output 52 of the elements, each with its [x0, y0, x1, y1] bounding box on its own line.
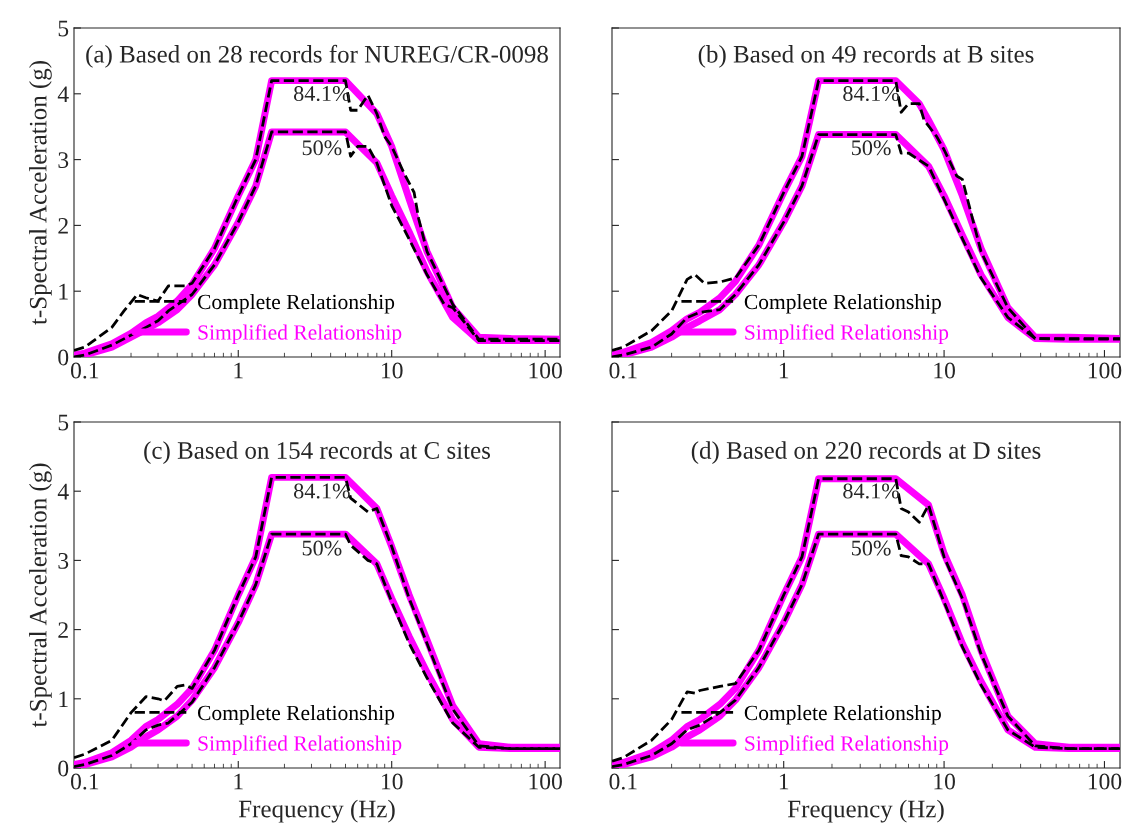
- annotation: 50%: [302, 140, 342, 156]
- y-axis-title: t-Spectral Acceleration (g): [29, 463, 52, 728]
- x-tick-label: 100: [1088, 362, 1122, 379]
- y-tick-label: 0: [58, 349, 69, 366]
- x-tick-label: 1: [779, 773, 789, 790]
- x-tick-label: 10: [934, 362, 955, 379]
- y-axis-title: t-Spectral Acceleration (g): [29, 61, 52, 325]
- y-tick-label: 2: [58, 217, 68, 234]
- x-tick-label: 1: [779, 362, 789, 379]
- x-tick-label: 10: [381, 362, 403, 379]
- legend-label: Complete Relationship: [197, 294, 395, 314]
- legend-label: Complete Relationship: [197, 705, 395, 725]
- y-tick-label: 3: [58, 552, 69, 569]
- annotation: 84.1%: [294, 86, 350, 102]
- text: (a) Based on 28 records for NUREG/CR-0098: [86, 44, 548, 68]
- x-tick-label: 100: [1088, 773, 1122, 790]
- x-axis-title: Frequency (Hz): [787, 799, 944, 823]
- y-tick-label: 4: [57, 86, 69, 102]
- x-tick-label: 0.1: [70, 362, 99, 379]
- text: (d) Based on 220 records at D sites: [691, 441, 1041, 464]
- x-tick-label: 100: [529, 362, 562, 379]
- x-tick-label: 100: [529, 773, 562, 790]
- x-tick-label: 1: [234, 362, 243, 379]
- x-axis-title: Frequency (Hz): [238, 799, 395, 823]
- y-tick-label: 1: [59, 691, 68, 707]
- legend-label: Simplified Relationship: [198, 324, 402, 345]
- x-tick-label: 1: [234, 773, 243, 790]
- legend-label: Complete Relationship: [744, 705, 941, 725]
- annotation: 50%: [852, 540, 891, 556]
- annotation: 84.1%: [294, 483, 350, 499]
- annotation: 50%: [302, 540, 342, 556]
- text: (c) Based on 154 records at C sites: [144, 441, 490, 464]
- x-tick-label: 10: [381, 773, 403, 790]
- legend-label: Simplified Relationship: [745, 735, 949, 756]
- x-tick-label: 10: [934, 773, 955, 790]
- annotation: 84.1%: [843, 483, 900, 499]
- annotation: 84.1%: [843, 86, 900, 102]
- text: (b) Based on 49 records at B sites: [698, 45, 1034, 68]
- x-tick-label: 0.1: [70, 773, 99, 790]
- legend-label: Simplified Relationship: [745, 324, 949, 345]
- annotation: 50%: [852, 140, 891, 156]
- y-tick-label: 3: [58, 152, 69, 169]
- y-tick-label: 2: [58, 622, 68, 638]
- legend-label: Simplified Relationship: [198, 735, 402, 756]
- y-tick-label: 0: [58, 760, 69, 777]
- legend-label: Complete Relationship: [744, 294, 941, 314]
- x-tick-label: 0.1: [609, 773, 637, 790]
- y-tick-label: 5: [58, 20, 69, 37]
- y-tick-label: 5: [58, 414, 69, 431]
- y-tick-label: 1: [59, 283, 68, 300]
- y-tick-label: 4: [57, 483, 69, 500]
- x-tick-label: 0.1: [609, 362, 637, 379]
